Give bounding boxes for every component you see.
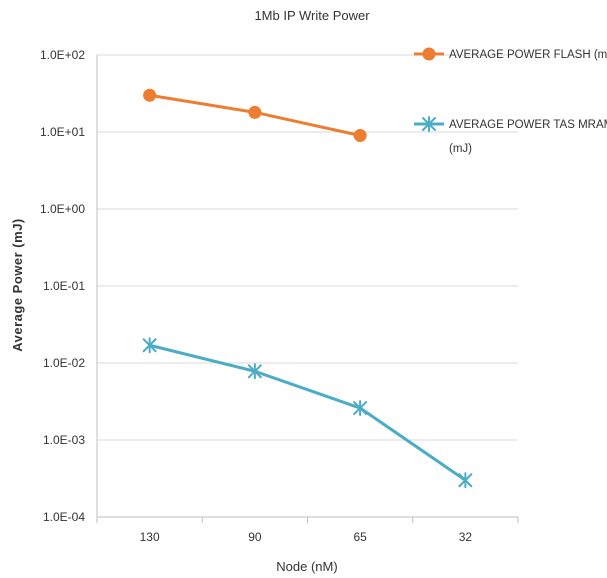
series-line	[149, 343, 467, 482]
data-point	[248, 105, 262, 119]
legend-label: AVERAGE POWER TAS MRAM	[449, 119, 607, 131]
legend-label: AVERAGE POWER FLASH (mJ)	[449, 49, 607, 61]
data-point	[142, 337, 157, 354]
series-1	[143, 88, 367, 143]
legend-label: (mJ)	[449, 143, 472, 155]
y-tick-label: 1.0E-02	[43, 356, 85, 370]
y-tick-label: 1.0E-04	[43, 510, 85, 524]
data-point	[143, 88, 157, 102]
x-tick-label: 32	[459, 530, 473, 544]
data-point	[353, 400, 368, 417]
x-tick-label: 130	[140, 530, 160, 544]
y-tick-label: 1.0E+02	[40, 48, 85, 62]
legend: AVERAGE POWER FLASH (mJ) AVERAGE POWER TA…	[414, 47, 607, 155]
chart-title: 1Mb IP Write Power	[254, 8, 370, 23]
y-tick-label: 1.0E-03	[43, 433, 85, 447]
series	[142, 88, 473, 489]
data-point	[353, 129, 367, 143]
data-point	[422, 47, 436, 61]
legend-item: AVERAGE POWER TAS MRAM (mJ)	[414, 116, 607, 155]
data-point	[247, 363, 262, 380]
data-point	[458, 472, 473, 489]
y-axis-title: Average Power (mJ)	[10, 218, 25, 352]
y-tick-label: 1.0E+01	[40, 125, 85, 139]
series-2	[142, 337, 473, 489]
x-tick-label: 65	[353, 530, 367, 544]
legend-item: AVERAGE POWER FLASH (mJ)	[414, 47, 607, 61]
y-tick-label: 1.0E-01	[43, 279, 85, 293]
axes	[96, 55, 519, 523]
data-point	[422, 116, 436, 132]
x-tick-label: 90	[248, 530, 262, 544]
x-axis-title: Node (nM)	[276, 559, 337, 574]
y-tick-label: 1.0E+00	[40, 202, 85, 216]
y-tick-labels: 1.0E+02 1.0E+01 1.0E+00 1.0E-01 1.0E-02 1.0E-…	[40, 48, 85, 524]
x-tick-labels: 130 90 65 32	[140, 530, 473, 544]
